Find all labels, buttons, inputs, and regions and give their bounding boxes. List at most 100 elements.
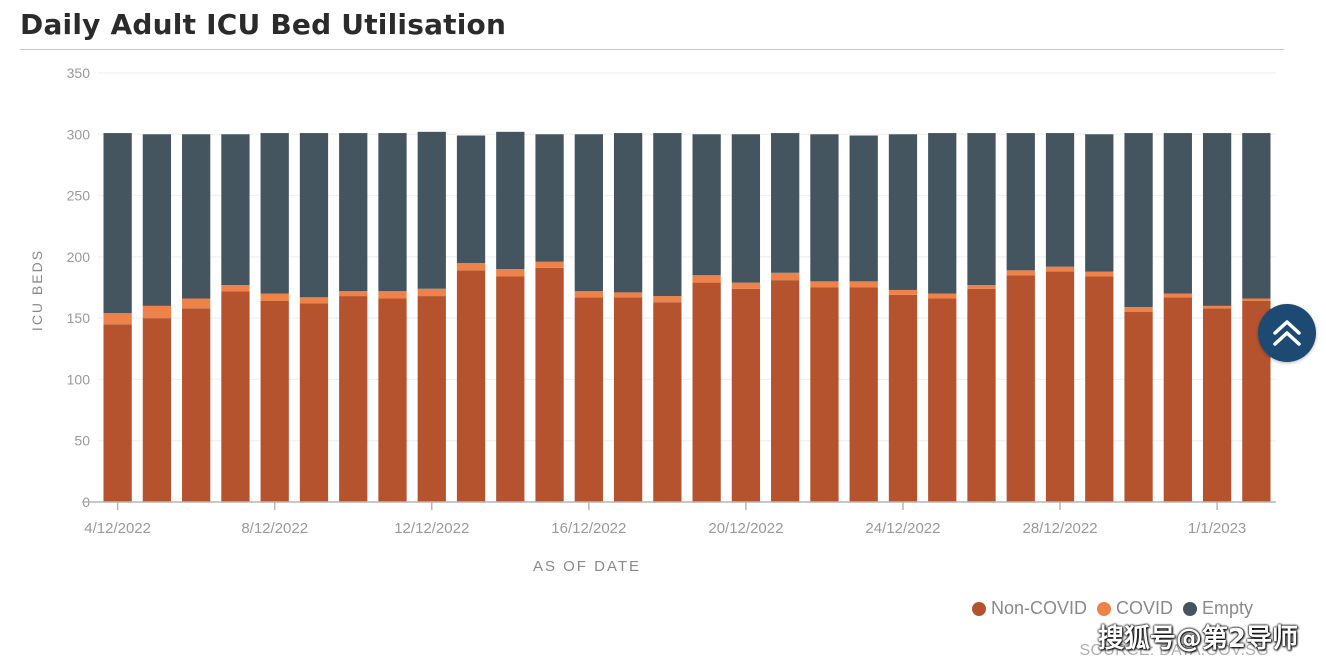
bar-segment-covid[interactable] [417, 288, 446, 297]
bar-segment-non-covid[interactable] [260, 300, 289, 502]
bar-segment-non-covid[interactable] [967, 288, 996, 502]
bar-segment-empty[interactable] [456, 135, 486, 263]
bar-segment-empty[interactable] [182, 134, 211, 299]
bar-segment-empty[interactable] [1006, 133, 1035, 271]
bar-segment-empty[interactable] [692, 134, 721, 276]
legend-item-empty[interactable]: Empty [1183, 598, 1253, 619]
bar-segment-covid[interactable] [456, 262, 486, 271]
bar-segment-empty[interactable] [928, 133, 957, 294]
bar-segment-covid[interactable] [496, 269, 525, 277]
bar-segment-non-covid[interactable] [535, 267, 564, 502]
bar-segment-empty[interactable] [496, 131, 525, 270]
bar-segment-empty[interactable] [1124, 133, 1153, 308]
bar-segment-covid[interactable] [692, 275, 721, 283]
bar-segment-non-covid[interactable] [456, 270, 486, 502]
bar-segment-covid[interactable] [1085, 271, 1114, 277]
bar-segment-empty[interactable] [260, 133, 289, 294]
bar-segment-non-covid[interactable] [1202, 308, 1232, 502]
bar-segment-covid[interactable] [731, 282, 761, 289]
bar-segment-non-covid[interactable] [810, 287, 839, 503]
bar-segment-covid[interactable] [1163, 293, 1192, 298]
source-note: SOURCE: DATA.GOV.SG [1079, 642, 1269, 659]
bar-segment-covid[interactable] [299, 297, 329, 304]
bar-segment-empty[interactable] [1242, 133, 1271, 299]
bar-segment-empty[interactable] [299, 133, 329, 298]
bar-segment-empty[interactable] [810, 134, 839, 282]
bar-segment-covid[interactable] [1124, 307, 1153, 313]
bar-segment-covid[interactable] [653, 296, 682, 303]
bar-segment-non-covid[interactable] [103, 324, 132, 502]
bar-segment-covid[interactable] [613, 292, 643, 298]
bar-segment-non-covid[interactable] [299, 303, 329, 502]
bar-segment-empty[interactable] [417, 131, 446, 289]
bar-segment-non-covid[interactable] [496, 276, 525, 502]
bar-segment-empty[interactable] [653, 133, 682, 297]
bar-segment-covid[interactable] [1242, 298, 1271, 301]
bar-segment-non-covid[interactable] [1006, 275, 1035, 502]
bar-segment-non-covid[interactable] [574, 297, 603, 502]
bar-segment-empty[interactable] [1045, 133, 1075, 267]
bar-segment-covid[interactable] [378, 291, 407, 299]
bar-segment-covid[interactable] [888, 289, 918, 295]
y-tick-label: 50 [74, 433, 90, 449]
bar-segment-empty[interactable] [142, 134, 172, 306]
bar-segment-non-covid[interactable] [849, 287, 878, 503]
bar-segment-non-covid[interactable] [771, 280, 800, 502]
bar-segment-empty[interactable] [339, 133, 368, 292]
bar-segment-covid[interactable] [1045, 266, 1075, 272]
bar-segment-covid[interactable] [771, 272, 800, 281]
bar-segment-covid[interactable] [182, 298, 211, 309]
bar-segment-non-covid[interactable] [1085, 276, 1114, 502]
x-tick-label: 1/1/2023 [1188, 520, 1246, 537]
bar-segment-non-covid[interactable] [613, 297, 643, 502]
legend-item-non-covid[interactable]: Non-COVID [972, 598, 1087, 619]
bar-segment-empty[interactable] [771, 133, 800, 273]
bar-segment-empty[interactable] [1202, 133, 1232, 306]
bar-segment-empty[interactable] [574, 134, 603, 292]
bar-segment-covid[interactable] [574, 291, 603, 298]
bar-segment-covid[interactable] [535, 261, 564, 268]
bar-segment-non-covid[interactable] [928, 298, 957, 502]
bar-segment-empty[interactable] [103, 133, 132, 314]
bar-segment-empty[interactable] [1085, 134, 1114, 272]
bar-segment-non-covid[interactable] [888, 294, 918, 502]
bar-segment-empty[interactable] [849, 135, 878, 282]
bar-segment-covid[interactable] [339, 291, 368, 297]
bar-segment-empty[interactable] [613, 133, 643, 293]
bar-segment-non-covid[interactable] [142, 318, 172, 502]
bar-segment-empty[interactable] [1163, 133, 1192, 294]
bar-segment-empty[interactable] [221, 134, 250, 286]
scroll-to-top-button[interactable] [1258, 304, 1316, 362]
bar-segment-covid[interactable] [1202, 305, 1232, 309]
bar-segment-covid[interactable] [260, 293, 289, 301]
legend-swatch-empty [1183, 601, 1198, 616]
bar-segment-covid[interactable] [967, 285, 996, 289]
bar-segment-empty[interactable] [535, 134, 564, 262]
bar-segment-non-covid[interactable] [653, 302, 682, 502]
bar-segment-covid[interactable] [1006, 270, 1035, 276]
legend-item-covid[interactable]: COVID [1097, 598, 1173, 619]
bar-segment-non-covid[interactable] [378, 298, 407, 502]
bar-segment-non-covid[interactable] [182, 308, 211, 502]
bar-segment-non-covid[interactable] [339, 296, 368, 502]
bar-segment-non-covid[interactable] [1124, 312, 1153, 502]
bar-segment-empty[interactable] [967, 133, 996, 286]
bar-segment-covid[interactable] [849, 281, 878, 288]
bar-segment-covid[interactable] [928, 293, 957, 299]
bar-segment-empty[interactable] [378, 133, 407, 292]
bar-segment-non-covid[interactable] [731, 288, 761, 502]
y-tick-label: 300 [67, 126, 91, 142]
y-tick-label: 100 [67, 371, 91, 387]
bar-segment-non-covid[interactable] [221, 291, 250, 502]
bar-segment-non-covid[interactable] [1045, 271, 1075, 502]
bar-segment-empty[interactable] [731, 134, 761, 283]
bar-segment-covid[interactable] [221, 285, 250, 292]
x-axis-title: AS OF DATE [533, 558, 641, 575]
bar-segment-empty[interactable] [888, 134, 918, 290]
bar-segment-covid[interactable] [142, 305, 172, 319]
bar-segment-covid[interactable] [103, 313, 132, 325]
bar-segment-non-covid[interactable] [692, 282, 721, 502]
bar-segment-non-covid[interactable] [417, 296, 446, 502]
bar-segment-covid[interactable] [810, 281, 839, 288]
bar-segment-non-covid[interactable] [1163, 297, 1192, 502]
